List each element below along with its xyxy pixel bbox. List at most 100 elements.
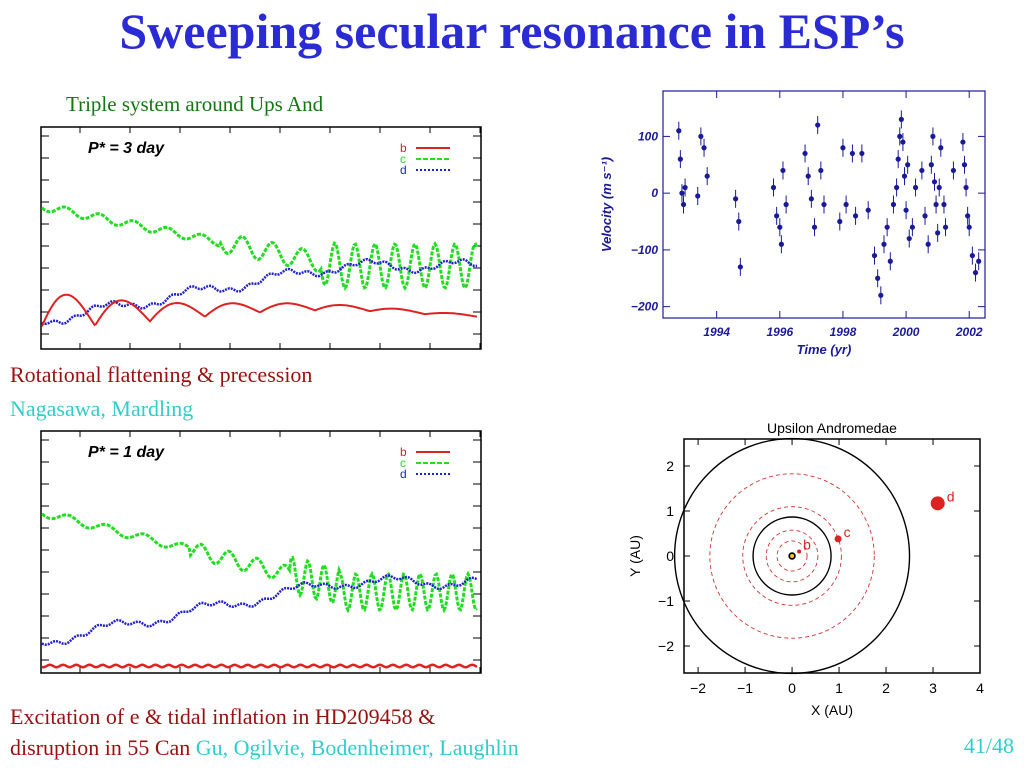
caption-excitation: Excitation of e & tidal inflation in HD2… [10, 701, 519, 763]
data-point [808, 196, 814, 202]
secular-plot-bottom: P* = 1 day bcd [40, 430, 482, 674]
data-point [887, 258, 893, 264]
curve-b [41, 663, 478, 669]
x-tick-label: 2002 [955, 325, 983, 339]
data-point [736, 218, 742, 225]
data-point [895, 156, 901, 162]
y-tick-label: 1 [666, 503, 674, 519]
planet-d [930, 496, 945, 511]
x-axis-label: X (AU) [811, 702, 853, 718]
x-axis-label: Time (yr) [797, 342, 852, 357]
curve-c [41, 205, 479, 291]
data-point [897, 133, 903, 139]
star-icon [789, 553, 796, 559]
data-point [894, 184, 900, 191]
data-point [966, 224, 972, 230]
x-tick-label: 2 [882, 680, 890, 696]
caption-excitation-line1: Excitation of e & tidal inflation in HD2… [10, 704, 436, 729]
data-point [935, 230, 941, 236]
data-point [900, 139, 906, 145]
data-point [777, 224, 783, 230]
planet-b [797, 549, 802, 554]
data-point [680, 201, 687, 208]
data-point [976, 258, 982, 264]
period-label: P* = 1 day [88, 444, 165, 461]
data-point [704, 173, 710, 179]
y-tick-label: −100 [631, 243, 658, 257]
data-point [811, 224, 818, 230]
legend-label: d [400, 467, 407, 481]
data-point [905, 162, 911, 168]
data-point [821, 201, 827, 208]
x-tick-label: 2000 [892, 325, 920, 339]
data-point [733, 196, 739, 202]
x-tick-label: 1 [835, 680, 843, 696]
data-point [676, 128, 682, 134]
y-tick-label: −1 [658, 593, 674, 609]
data-point [941, 201, 947, 208]
data-point [933, 201, 939, 208]
caption-excitation-line2: disruption in 55 Can [10, 735, 191, 760]
radial-velocity-chart: 1994 1996 1998 2000 2002 100 0 −100 −200 Time (yr… [599, 90, 986, 357]
orbit-c [752, 516, 832, 596]
period-label: P* = 3 day [88, 140, 165, 157]
data-point [805, 173, 811, 179]
legend-label: b [400, 445, 407, 459]
slide-title: Sweeping secular resonance in ESP’s [119, 3, 905, 59]
data-point [679, 190, 685, 196]
data-point [972, 270, 979, 276]
planet-label-c: c [844, 524, 851, 540]
y-tick-label: −200 [631, 300, 658, 314]
legend-label: c [400, 456, 406, 470]
caption-rotational: Rotational flattening & precession [10, 362, 313, 387]
x-tick-label: −1 [737, 680, 753, 696]
planet-c [834, 535, 842, 543]
orbit-d [673, 437, 911, 675]
planet-label-d: d [947, 488, 955, 504]
legend-label: b [400, 141, 407, 155]
data-point [849, 150, 856, 157]
orbit-diagram: Upsilon Andromedae −2 −1 0 1 2 3 4 2 1 0 −1 −2 X (AU)… [627, 420, 984, 718]
data-point [898, 116, 904, 122]
secular-plot-top: P* = 3 day bcd [40, 126, 482, 350]
data-point [677, 156, 683, 162]
data-point [925, 241, 931, 247]
legend: bcd [400, 141, 450, 177]
data-point [774, 213, 780, 219]
x-tick-label: 4 [976, 680, 984, 696]
data-point [818, 167, 824, 174]
data-point [840, 145, 846, 151]
y-tick-label: 2 [666, 458, 674, 474]
data-point [682, 184, 688, 191]
y-axis-label: Velocity (m s⁻¹) [599, 157, 614, 252]
x-tick-label: 1994 [703, 325, 730, 339]
data-point [912, 184, 919, 191]
data-point [938, 145, 944, 151]
data-point [865, 207, 871, 213]
data-point [780, 167, 786, 174]
data-point [783, 201, 789, 208]
data-point [737, 264, 743, 270]
data-point [881, 241, 887, 247]
plot-frame [40, 430, 482, 674]
data-point [852, 213, 859, 219]
dashed-orbit-ring [742, 506, 842, 606]
legend-label: c [400, 152, 406, 166]
legend: bcd [400, 445, 450, 481]
data-point [922, 213, 928, 219]
data-point [950, 167, 957, 174]
data-point [965, 213, 971, 219]
caption-authors-gu: Gu, Ogilvie, Bodenheimer, Laughlin [195, 735, 519, 760]
data-point [928, 162, 934, 168]
plot-frame [683, 438, 981, 674]
data-point [906, 235, 912, 242]
dashed-orbit-ring [709, 473, 875, 639]
curve-b [41, 293, 478, 327]
y-tick-label: 0 [666, 548, 674, 564]
data-point [770, 184, 777, 191]
data-point [871, 252, 878, 259]
data-point [815, 122, 821, 128]
data-point [901, 173, 908, 179]
curve-d [41, 574, 478, 646]
data-point [778, 241, 784, 247]
